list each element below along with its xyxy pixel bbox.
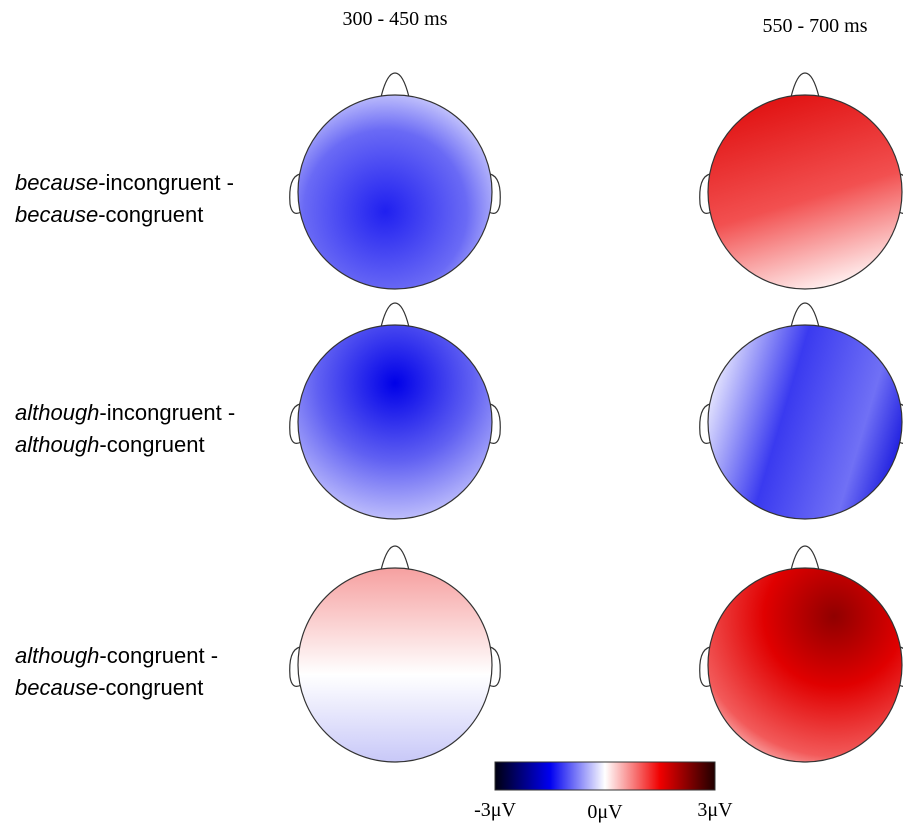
colorbar-label: 3μV	[697, 799, 733, 821]
label-italic: because	[15, 675, 98, 700]
label-text: -congruent -	[99, 643, 218, 668]
row-label: although-congruent	[15, 432, 205, 457]
nose	[380, 302, 410, 328]
scalp-map	[707, 94, 903, 290]
colorbar	[494, 761, 716, 791]
label-italic: although	[15, 432, 99, 457]
scalp-map	[707, 567, 903, 763]
label-italic: because	[15, 202, 98, 227]
label-text: -incongruent -	[99, 400, 235, 425]
nose	[790, 545, 820, 571]
label-italic: although	[15, 643, 99, 668]
colorbar-label: 0μV	[587, 801, 623, 823]
nose	[790, 72, 820, 98]
label-italic: because	[15, 170, 98, 195]
label-text: -congruent	[99, 432, 204, 457]
label-text: -congruent	[98, 675, 203, 700]
nose	[380, 72, 410, 98]
row-label: although-incongruent -	[15, 400, 235, 425]
scalp-map	[297, 567, 493, 763]
label-italic: although	[15, 400, 99, 425]
colorbar-label: -3μV	[474, 799, 516, 821]
label-text: -congruent	[98, 202, 203, 227]
row-label: because-congruent	[15, 202, 203, 227]
row-label: because-congruent	[15, 675, 203, 700]
nose	[380, 545, 410, 571]
scalp-map	[297, 324, 493, 520]
topomaps	[289, 72, 903, 763]
nose	[790, 302, 820, 328]
scalp-map	[707, 324, 903, 520]
row-label: although-congruent -	[15, 643, 218, 668]
row-labels: because-incongruent -because-congruental…	[15, 170, 235, 700]
column-title: 300 - 450 ms	[343, 8, 448, 30]
column-title: 550 - 700 ms	[763, 15, 868, 37]
row-label: because-incongruent -	[15, 170, 234, 195]
label-text: -incongruent -	[98, 170, 234, 195]
scalp-map	[297, 94, 493, 290]
